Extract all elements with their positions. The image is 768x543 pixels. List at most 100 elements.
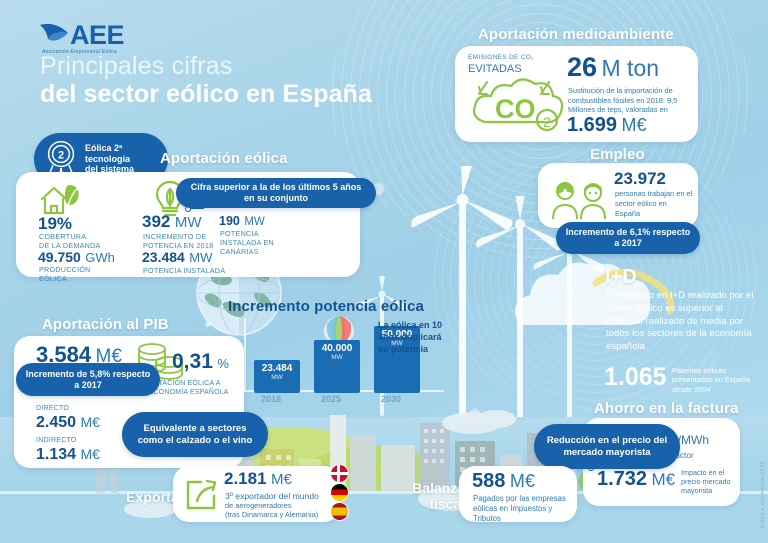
callout-cifra-superior: Cifra superior a la de los últimos 5 año… [176, 178, 376, 208]
chart-xtick-2025: 2025 [321, 394, 342, 404]
house-leaf-icon [40, 185, 79, 215]
badge-line1: Eólica 2ª [85, 143, 123, 154]
bubble-decoration [205, 321, 211, 327]
ahorro-value2: 1.732 M€ [597, 468, 675, 491]
bar-2025: 40.000 MW [314, 340, 360, 393]
ahorro-reduction-pill: Reducción en el precio del mercado mayor… [534, 424, 680, 469]
chart-title: Incremento potencia eólica [228, 298, 424, 315]
section-title-medioambiente: Aportación medioambiente [478, 26, 674, 43]
empleo-increment-pill: Incremento de 6,1% respecto a 2017 [556, 222, 700, 254]
empleo-note: personas trabajan en el sector eólico en… [615, 189, 693, 218]
stat-value-potencia: 23.484 [142, 249, 185, 265]
badge-line3: del sistema [85, 164, 135, 175]
section-title-pib: Aportación al PIB [42, 316, 169, 333]
bar-2030: 50.000 MW [374, 326, 420, 393]
ahorro-unit: €/MWh [671, 433, 710, 447]
card-exportaciones: 2.181 M€ 3º exportador del mundo de aero… [173, 466, 340, 522]
page-title-line1: Principales cifras [40, 52, 233, 80]
stat-unit-canarias: MW [244, 216, 265, 228]
chart-xtick-2018: 2018 [261, 394, 282, 404]
stat-unit-incremento: MW [174, 214, 202, 231]
bar-unit-2018: MW [271, 374, 283, 381]
id-body-text: El esfuerzo en I+D realizado por el Sect… [606, 290, 754, 352]
stat-value-canarias: 190 [219, 214, 240, 228]
pib-pct-unit: % [217, 356, 229, 371]
pib-percentage: 0,31 % [172, 350, 229, 374]
logo-subtitle: Asociación Empresarial Eólica [42, 49, 117, 55]
aee-logo: AEE Asociación Empresarial Eólica [38, 20, 158, 56]
bar-value-2018: 23.484 [261, 363, 293, 374]
pib-directo: 2.450 M€ [36, 414, 100, 432]
card-medioambiente: EMISIONES DE CO₂ EVITADAS CO 2 26 M ton … [455, 46, 698, 142]
exportaciones-value: 2.181 [224, 469, 267, 488]
pib-value: 3.584 [36, 342, 92, 367]
medioambiente-note: Sustitución de la importación de combust… [568, 86, 678, 115]
stat-value-incremento: 392 [142, 212, 171, 231]
svg-text:2: 2 [58, 150, 64, 162]
credit-text: Datos a noviembre 2019 [760, 461, 766, 529]
svg-text:2: 2 [543, 114, 551, 130]
pib-indirecto-label: INDIRECTO [36, 437, 77, 444]
logo-mark-icon [40, 23, 68, 41]
connector-line [189, 208, 203, 209]
export-arrow-icon [186, 479, 217, 510]
stat-potencia-instalada: 23.484 MW [142, 249, 212, 267]
pib-directo-value: 2.450 [36, 414, 77, 431]
exportaciones-note-line2: de aerogeneradores [225, 501, 292, 510]
pib-indirecto: 1.134 M€ [36, 446, 100, 464]
section-title-empleo: Empleo [590, 146, 645, 163]
card-empleo: 23.972 personas trabajan en el sector eó… [538, 163, 698, 228]
pib-indirecto-unit: M€ [80, 446, 100, 462]
balanza-note: Pagados por las empresas eólicas en Impu… [473, 494, 566, 524]
stat-value-cobertura: 19% [38, 214, 73, 233]
exportaciones-note-line1: 3º exportador del mundo [225, 491, 319, 501]
card-balanza-fiscal: 588 M€ Pagados por las empresas eólicas … [459, 466, 577, 524]
ahorro-note2: Impacto en el precio mercado mayorista [681, 468, 731, 495]
pib-increment-pill: Incremento de 5,8% respecto a 2017 [16, 363, 160, 396]
ahorro-value2-unit: M€ [651, 470, 676, 489]
logo-text: AEE [70, 20, 125, 50]
section-title-aportacion-eolica: Aportación eólica [160, 150, 288, 167]
id-note: Patentes eólicas presentadas en España d… [672, 366, 751, 394]
co2-label-line1: EMISIONES DE CO₂ [468, 54, 534, 61]
medioambiente-value2-unit: M€ [621, 115, 647, 135]
bar-unit-2030: MW [391, 340, 403, 347]
stat-unit-potencia: MW [189, 250, 213, 265]
flag-stack [331, 465, 348, 520]
co2-label-line2: EVITADAS [468, 63, 522, 75]
svg-text:CO: CO [495, 94, 536, 124]
pib-headline: 3.584 M€ [36, 342, 122, 368]
co2-unit: M ton [601, 55, 660, 81]
bar-unit-2025: MW [331, 354, 343, 361]
stat-label-canarias: POTENCIA INSTALADA EN CANARIAS [220, 229, 274, 256]
balanza-unit: M€ [509, 471, 535, 491]
bar-value-2025: 40.000 [321, 343, 353, 354]
section-title-ahorro: Ahorro en la factura [594, 400, 739, 417]
denmark-flag-icon [331, 465, 348, 482]
stat-unit-produccion: GWh [85, 250, 115, 265]
empleo-value: 23.972 [614, 169, 666, 188]
stat-incremento-potencia: 392 MW [142, 212, 201, 232]
page-title-line2: del sector eólico en España [40, 80, 372, 108]
bar-chart: 23.484 MW 40.000 MW 50.000 MW 2018 2025 … [244, 318, 444, 404]
exportaciones-headline: 2.181 M€ [224, 469, 292, 489]
medioambiente-value2-number: 1.699 [567, 114, 618, 136]
spain-flag-icon [331, 503, 348, 520]
medioambiente-value2: 1.699 M€ [567, 114, 647, 137]
id-value: 1.065 [604, 363, 667, 391]
balanza-title-line2: fiscal [429, 496, 465, 513]
chart-xtick-2030: 2030 [381, 394, 402, 404]
bar-value-2030: 50.000 [381, 329, 413, 340]
stat-label-incremento: INCREMENTO DE POTENCIA EN 2018 [143, 232, 214, 250]
stat-label-cobertura: COBERTURA DE LA DEMANDA [39, 232, 101, 250]
chart-y-axis [244, 318, 246, 391]
pib-pct-value: 0,31 [172, 350, 213, 373]
co2-cloud-icon: CO 2 [473, 78, 564, 132]
section-title-id: I+D [605, 266, 637, 288]
chart-annotation: La eólica en 10 años duplicará su potenc… [378, 320, 443, 354]
section-title-balanza: Balanza fiscal [393, 480, 465, 512]
medioambiente-headline: 26 M ton [567, 52, 659, 83]
badge-line2: tecnología [85, 153, 131, 164]
co2-value: 26 [567, 52, 598, 82]
